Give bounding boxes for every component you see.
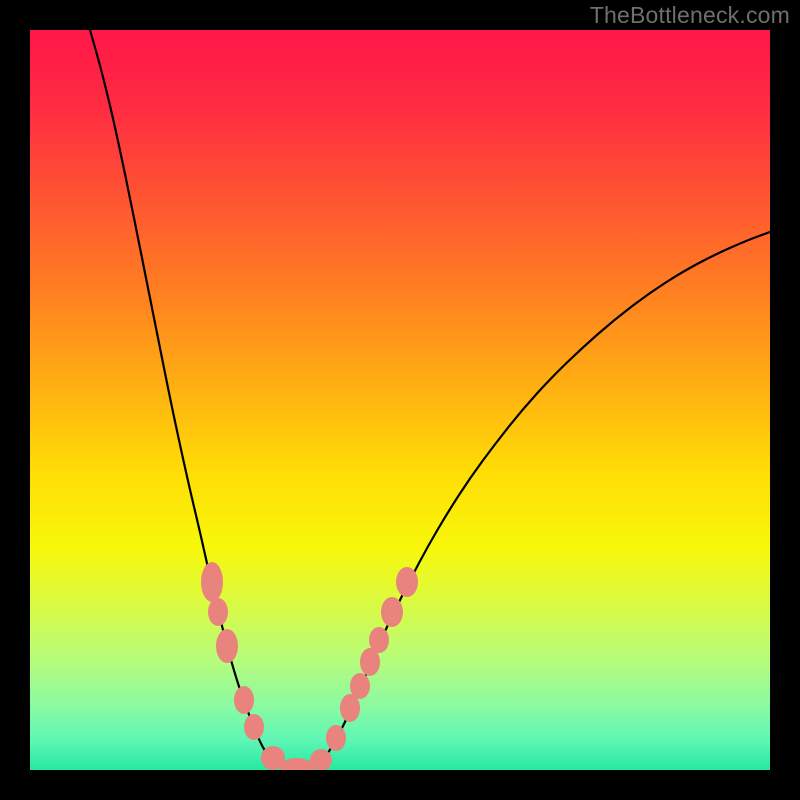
datapoint-marker [310, 749, 332, 770]
datapoint-marker [326, 725, 346, 751]
datapoint-marker [234, 686, 254, 714]
bottleneck-curve [90, 30, 770, 769]
datapoint-marker [201, 562, 223, 602]
datapoint-marker [396, 567, 418, 597]
plot-area [30, 30, 770, 770]
datapoint-marker [369, 627, 389, 653]
datapoint-marker [280, 758, 314, 770]
datapoint-marker [244, 714, 264, 740]
datapoint-marker [381, 597, 403, 627]
datapoint-marker [216, 629, 238, 663]
watermark-text: TheBottleneck.com [590, 2, 790, 29]
datapoint-marker [208, 598, 228, 626]
datapoint-marker [350, 673, 370, 699]
chart-svg [30, 30, 770, 770]
